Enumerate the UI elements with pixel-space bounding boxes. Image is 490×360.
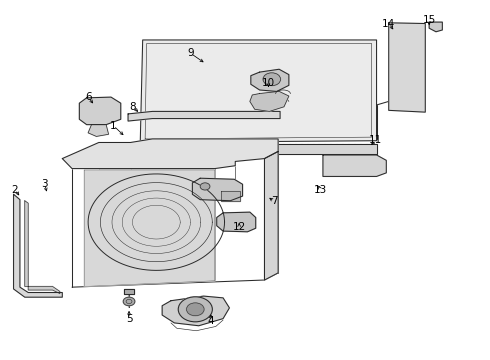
Circle shape <box>123 297 135 306</box>
Text: 9: 9 <box>187 48 194 58</box>
Text: 6: 6 <box>85 92 92 102</box>
Text: 4: 4 <box>208 316 214 326</box>
Polygon shape <box>269 144 376 154</box>
Text: 11: 11 <box>369 135 382 145</box>
Text: 2: 2 <box>12 185 18 195</box>
Text: 3: 3 <box>41 179 48 189</box>
Polygon shape <box>88 125 109 136</box>
Text: 7: 7 <box>271 197 277 206</box>
Text: 8: 8 <box>130 102 136 112</box>
Text: 10: 10 <box>262 78 275 88</box>
Circle shape <box>263 73 281 86</box>
Polygon shape <box>251 69 289 91</box>
Polygon shape <box>79 97 121 125</box>
Polygon shape <box>128 111 280 121</box>
Polygon shape <box>124 289 134 294</box>
Text: 14: 14 <box>382 18 395 28</box>
Polygon shape <box>140 40 376 143</box>
Polygon shape <box>217 212 256 232</box>
Polygon shape <box>25 201 60 294</box>
Polygon shape <box>162 296 229 326</box>
Polygon shape <box>323 155 386 176</box>
Text: 5: 5 <box>126 314 132 324</box>
Text: 15: 15 <box>422 15 436 25</box>
Text: 1: 1 <box>110 121 117 131</box>
Circle shape <box>178 297 212 322</box>
Polygon shape <box>389 23 425 112</box>
Text: 13: 13 <box>314 185 327 195</box>
Polygon shape <box>220 191 240 201</box>
Polygon shape <box>429 22 442 32</box>
Polygon shape <box>14 194 62 297</box>
Polygon shape <box>193 178 243 201</box>
Polygon shape <box>250 91 289 111</box>
Circle shape <box>200 183 210 190</box>
Polygon shape <box>62 139 278 168</box>
Text: 12: 12 <box>233 222 246 232</box>
Circle shape <box>187 303 204 316</box>
Polygon shape <box>84 170 215 287</box>
Polygon shape <box>265 152 278 280</box>
